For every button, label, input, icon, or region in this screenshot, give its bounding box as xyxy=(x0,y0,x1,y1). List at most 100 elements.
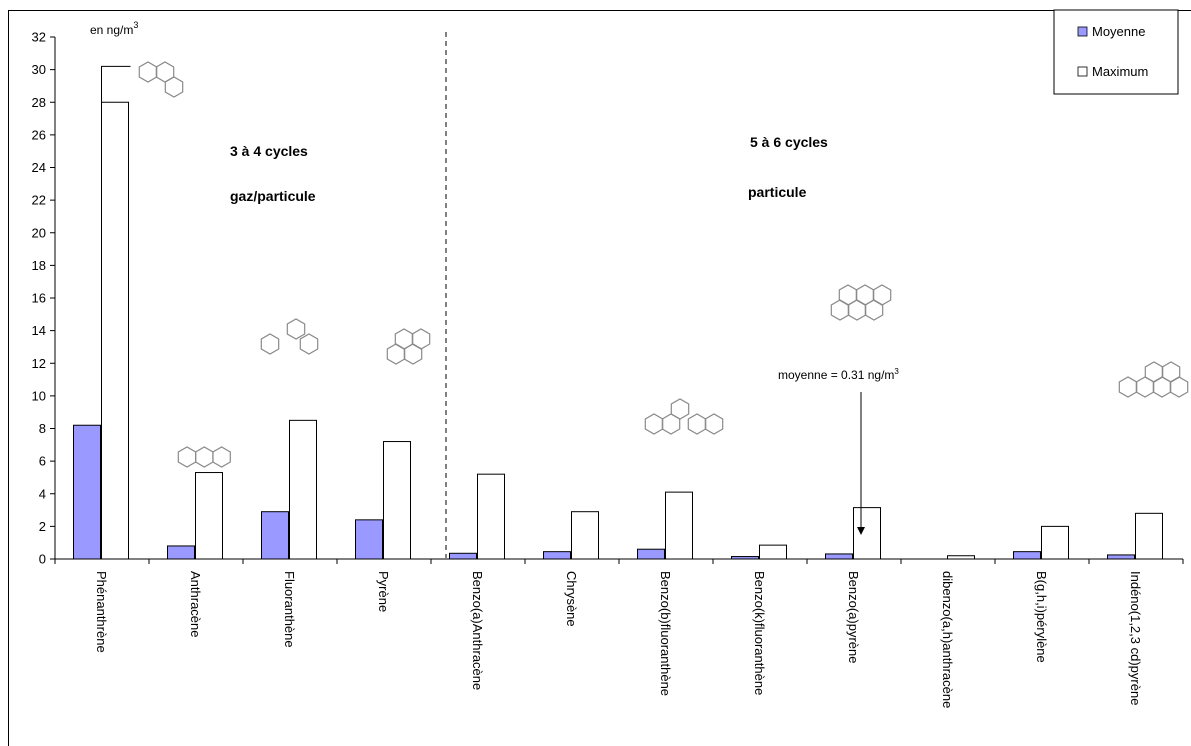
hexagon-ring xyxy=(830,299,850,321)
hexagon-ring xyxy=(855,284,875,306)
y-tick-label: 16 xyxy=(32,291,46,306)
molecule-anthracene-icon xyxy=(177,446,231,468)
y-tick-label: 2 xyxy=(39,519,46,534)
hexagon-ring xyxy=(644,413,664,435)
bar-maximum xyxy=(1041,525,1069,560)
bars xyxy=(73,65,1163,560)
category-label: Anthracène xyxy=(188,571,203,638)
chart-frame xyxy=(8,10,1191,746)
bar-maximum xyxy=(759,544,787,560)
annotation-text: moyenne = 0.31 ng/m3 xyxy=(778,367,899,382)
y-tick-label: 10 xyxy=(32,388,46,403)
molecule-phenanthrene-icon xyxy=(138,61,184,98)
y-tick-label: 24 xyxy=(32,160,46,175)
hexagon-ring xyxy=(394,328,414,350)
y-tick-label: 6 xyxy=(39,454,46,469)
hexagon-ring xyxy=(386,343,406,365)
hexagon-ring xyxy=(687,413,707,435)
hexagon-ring xyxy=(872,284,892,306)
annotation-arrow-head xyxy=(857,527,865,535)
category-label: Phénanthrène xyxy=(94,571,109,653)
bar-maximum-bracket xyxy=(101,65,131,103)
legend-label-maximum: Maximum xyxy=(1092,64,1148,79)
bar-moyenne xyxy=(825,553,853,560)
bar-moyenne xyxy=(449,552,477,560)
hexagon-ring xyxy=(704,413,724,435)
bar-moyenne xyxy=(261,511,289,560)
molecule-drawings xyxy=(138,61,1189,468)
bar-maximum xyxy=(665,491,693,560)
category-label: Pyrène xyxy=(376,571,391,612)
hexagon-ring xyxy=(1118,376,1138,398)
category-label: B(g,h,i)pérylène xyxy=(1034,571,1049,663)
category-label: Chrysène xyxy=(564,571,579,627)
y-tick-label: 12 xyxy=(32,356,46,371)
group-left-line1: 3 à 4 cycles xyxy=(230,143,308,159)
hexagon-ring xyxy=(177,446,197,468)
category-label: Fluoranthène xyxy=(282,571,297,648)
hexagon-ring xyxy=(260,333,280,355)
bar-maximum xyxy=(1135,512,1163,560)
bar-maximum xyxy=(383,441,411,560)
y-tick-label: 32 xyxy=(32,30,46,45)
bar-moyenne xyxy=(167,545,195,560)
y-tick-label: 8 xyxy=(39,421,46,436)
bar-moyenne xyxy=(543,551,571,560)
y-tick-label: 20 xyxy=(32,225,46,240)
y-tick-label: 30 xyxy=(32,62,46,77)
legend-label-moyenne: Moyenne xyxy=(1092,24,1145,39)
y-tick-label: 14 xyxy=(32,323,46,338)
hexagon-ring xyxy=(1144,361,1164,383)
category-label: Benzo(a)pyrène xyxy=(846,571,861,664)
legend: Moyenne Maximum xyxy=(1053,9,1179,95)
y-tick-label: 4 xyxy=(39,486,46,501)
hexagon-ring xyxy=(1169,376,1189,398)
category-labels: Phénanthrène Anthracène Fluoranthène Pyrène… xyxy=(94,571,1143,708)
bar-maximum xyxy=(101,101,129,560)
category-label: Indéno(1,2,3 cd)pyrène xyxy=(1128,571,1143,705)
bar-moyenne xyxy=(73,424,101,560)
hexagon-ring xyxy=(299,333,319,355)
bar-maximum xyxy=(477,473,505,560)
y-tick-label: 0 xyxy=(39,552,46,567)
bar-moyenne xyxy=(637,548,665,560)
hexagon-ring xyxy=(138,61,158,83)
molecule-fluoranthene-icon xyxy=(260,318,319,355)
axes xyxy=(54,37,1184,564)
bar-maximum xyxy=(571,511,599,560)
hexagon-ring xyxy=(838,284,858,306)
hexagon-ring xyxy=(164,76,184,98)
bar-moyenne xyxy=(1107,554,1135,560)
bar-maximum xyxy=(853,507,881,560)
molecule-indeno-pyrene-icon xyxy=(1118,361,1189,398)
y-tick-label: 26 xyxy=(32,127,46,142)
category-label: dibenzo(a,h)anthracène xyxy=(940,571,955,708)
group-left-line2: gaz/particule xyxy=(230,188,316,204)
bar-moyenne xyxy=(355,519,383,560)
unit-label: en ng/m3 xyxy=(90,20,138,37)
hexagon-ring xyxy=(411,328,431,350)
hexagon-ring xyxy=(195,446,214,468)
bar-maximum xyxy=(289,419,317,560)
bar-moyenne xyxy=(1013,551,1041,560)
bar-maximum xyxy=(195,472,223,560)
molecule-benzo-a-pyrene-icon xyxy=(830,284,892,321)
y-tick-label: 22 xyxy=(32,193,46,208)
legend-box xyxy=(1053,9,1179,95)
legend-swatch-maximum xyxy=(1077,66,1088,77)
bar-maximum xyxy=(947,555,975,560)
legend-swatch-moyenne xyxy=(1077,26,1088,37)
category-label: Benzo(a)Anthracène xyxy=(470,571,485,690)
hexagon-ring xyxy=(1161,361,1181,383)
hexagon-ring xyxy=(212,446,231,468)
hexagon-ring xyxy=(286,318,306,340)
group-right-line2: particule xyxy=(748,184,807,200)
bar-moyenne xyxy=(731,556,759,560)
y-tick-label: 18 xyxy=(32,258,46,273)
y-tick-label: 28 xyxy=(32,95,46,110)
category-label: Benzo(b)fluoranthène xyxy=(658,571,673,696)
molecule-pyrene-icon xyxy=(386,328,431,365)
group-right-line1: 5 à 6 cycles xyxy=(750,134,828,150)
